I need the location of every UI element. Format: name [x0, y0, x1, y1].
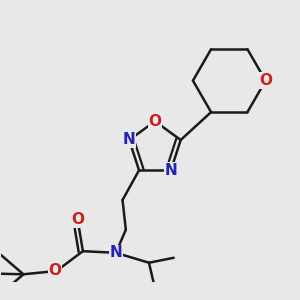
Text: O: O — [259, 73, 272, 88]
Text: O: O — [71, 212, 84, 227]
Text: N: N — [123, 133, 136, 148]
Text: N: N — [110, 245, 122, 260]
Text: N: N — [164, 163, 177, 178]
Text: O: O — [48, 263, 61, 278]
Text: O: O — [148, 114, 161, 129]
